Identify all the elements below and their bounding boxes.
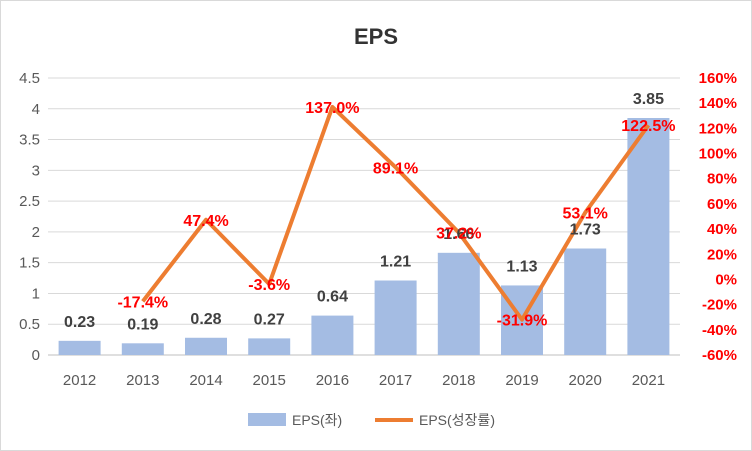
right-tick-label: 160%: [699, 70, 737, 87]
right-tick-label: 20%: [707, 246, 737, 263]
x-tick-label: 2021: [632, 372, 665, 389]
bar-value-label: 0.19: [127, 316, 158, 333]
bar-value-label: 0.64: [317, 289, 348, 306]
right-tick-label: -40%: [702, 322, 737, 339]
growth-value-label: 122.5%: [621, 118, 675, 135]
left-tick-label: 4: [32, 101, 40, 118]
bar-value-label: 1.66: [443, 226, 474, 243]
legend-line-label: EPS(성장률): [419, 412, 495, 428]
growth-value-label: -3.6%: [248, 277, 290, 294]
right-tick-label: -60%: [702, 347, 737, 364]
right-tick-label: -20%: [702, 297, 737, 314]
bar-value-label: 1.21: [380, 254, 411, 271]
line-series: [141, 104, 651, 322]
left-tick-label: 4.5: [19, 70, 40, 87]
x-tick-label: 2015: [253, 372, 286, 389]
x-tick-label: 2019: [505, 372, 538, 389]
bar-2016: [311, 315, 354, 355]
line-data-labels: -17.4% 47.4% -3.6% 137.0% 89.1% 37.2% -31.9% 53…: [117, 100, 675, 330]
right-tick-label: 140%: [699, 95, 737, 112]
x-axis-ticks: 2012 2013 2014 2015 2016 2017 2018 2019 2020 2021: [63, 372, 665, 389]
right-tick-label: 100%: [699, 146, 737, 163]
x-tick-label: 2017: [379, 372, 412, 389]
left-tick-label: 0: [32, 347, 40, 364]
right-tick-label: 0%: [715, 271, 737, 288]
bar-data-labels: 0.23 0.19 0.28 0.27 0.64 1.21 1.66 1.13 1.73 3.85: [64, 91, 664, 333]
right-tick-label: 40%: [707, 221, 737, 238]
x-tick-label: 2020: [569, 372, 602, 389]
bar-2020: [564, 248, 607, 355]
left-tick-label: 3: [32, 162, 40, 179]
left-tick-label: 1.5: [19, 255, 40, 272]
growth-value-label: 37.2%: [436, 226, 481, 243]
bar-2017: [374, 280, 417, 355]
growth-value-label: -17.4%: [117, 294, 168, 311]
growth-value-label: 47.4%: [183, 213, 228, 230]
legend: EPS(좌) EPS(성장률): [248, 412, 495, 428]
bar-2021: [627, 118, 670, 355]
left-axis-ticks: 0 0.5 1 1.5 2 2.5 3 3.5 4 4.5: [19, 70, 40, 364]
x-tick-label: 2016: [316, 372, 349, 389]
bar-value-label: 1.13: [506, 258, 537, 275]
right-axis-ticks: -60% -40% -20% 0% 20% 40% 60% 80% 100% 120% 140% 16…: [699, 70, 737, 364]
left-tick-label: 0.5: [19, 316, 40, 333]
bar-2012: [58, 340, 101, 355]
left-tick-label: 3.5: [19, 132, 40, 149]
growth-value-label: 89.1%: [373, 160, 418, 177]
chart-title: EPS: [354, 24, 398, 49]
x-tick-label: 2018: [442, 372, 475, 389]
left-tick-label: 1: [32, 285, 40, 302]
x-tick-label: 2014: [189, 372, 222, 389]
bar-2018: [437, 252, 480, 355]
x-tick-label: 2012: [63, 372, 96, 389]
bar-2014: [185, 337, 227, 355]
growth-value-label: 53.1%: [563, 206, 608, 223]
bar-value-label: 0.23: [64, 314, 95, 331]
right-tick-label: 80%: [707, 171, 737, 188]
legend-bar-label: EPS(좌): [292, 412, 342, 428]
bar-value-label: 0.27: [254, 311, 285, 328]
bar-2013: [121, 343, 164, 355]
bar-value-label: 1.73: [570, 222, 601, 239]
right-tick-label: 60%: [707, 196, 737, 213]
right-tick-label: 120%: [699, 120, 737, 137]
bar-value-label: 3.85: [633, 91, 664, 108]
left-tick-label: 2.5: [19, 193, 40, 210]
legend-bar-swatch: [248, 413, 286, 426]
growth-value-label: 137.0%: [305, 100, 359, 117]
x-tick-label: 2013: [126, 372, 159, 389]
bar-value-label: 0.28: [190, 311, 221, 328]
left-tick-label: 2: [32, 224, 40, 241]
bar-2015: [248, 338, 291, 355]
growth-value-label: -31.9%: [497, 313, 548, 330]
